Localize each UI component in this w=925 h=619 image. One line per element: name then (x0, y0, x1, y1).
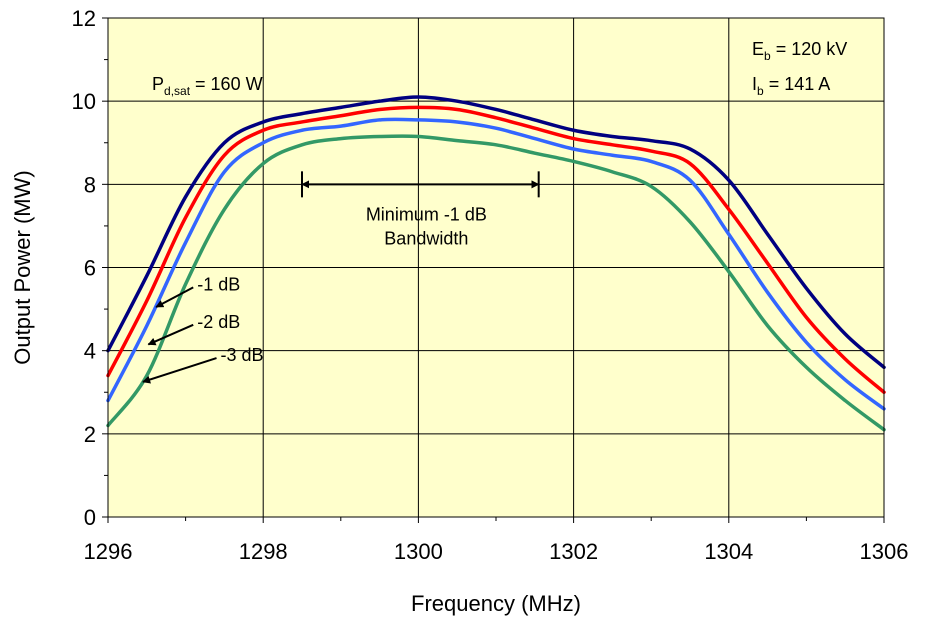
annotation-eb-main: E (752, 39, 764, 59)
curve-label: -3 dB (221, 345, 264, 365)
y-tick-label: 4 (84, 339, 96, 364)
y-tick-label: 0 (84, 505, 96, 530)
annotation-ib-value: = 141 A (764, 74, 831, 94)
annotation-eb-value: = 120 kV (771, 39, 848, 59)
annotation-pd-sat-value: = 160 W (190, 74, 263, 94)
annotation-pd-sat-sub: d,sat (164, 84, 191, 98)
series-line-1 (106, 105, 886, 394)
series-line-2 (106, 117, 886, 411)
x-tick-label: 1298 (239, 539, 288, 564)
tick-labels: 1296 1298 1300 1302 1304 1306 0 2 4 6 8 10 12 (72, 6, 909, 564)
annotation-pd-sat-main: P (152, 74, 164, 94)
curve-label-arrow (142, 357, 217, 384)
annotation-eb: Eb = 120 kV (752, 39, 847, 63)
curve-label-arrow (147, 323, 194, 346)
annotation-ib: Ib = 141 A (752, 74, 830, 98)
y-tick-label: 8 (84, 172, 96, 197)
x-tick-label: 1296 (84, 539, 133, 564)
tick-marks (102, 17, 885, 523)
series-layer (106, 95, 886, 432)
annotation-ib-main: I (752, 74, 757, 94)
annotation-eb-sub: b (764, 49, 771, 63)
y-tick-label: 12 (72, 6, 96, 31)
annotation-ib-sub: b (757, 84, 764, 98)
series-line-0 (106, 95, 886, 370)
y-tick-label: 2 (84, 422, 96, 447)
y-tick-label: 6 (84, 256, 96, 281)
x-tick-label: 1304 (704, 539, 753, 564)
curve-label: -2 dB (197, 312, 240, 332)
curve-labels: -1 dB -2 dB -3 dB (142, 274, 264, 384)
x-axis-label: Frequency (MHz) (411, 591, 581, 616)
x-tick-label: 1300 (394, 539, 443, 564)
y-tick-label: 10 (72, 89, 96, 114)
curve-label: -1 dB (197, 274, 240, 294)
series-line-3 (106, 134, 886, 432)
x-tick-label: 1302 (549, 539, 598, 564)
annotation-pd-sat: Pd,sat = 160 W (152, 74, 263, 98)
x-tick-label: 1306 (860, 539, 909, 564)
curve-label-arrow (155, 286, 194, 308)
bandwidth-label-line1: Minimum -1 dB (366, 204, 487, 224)
y-axis-label: Output Power (MW) (10, 170, 35, 364)
bandwidth-label-line2: Bandwidth (384, 228, 468, 248)
